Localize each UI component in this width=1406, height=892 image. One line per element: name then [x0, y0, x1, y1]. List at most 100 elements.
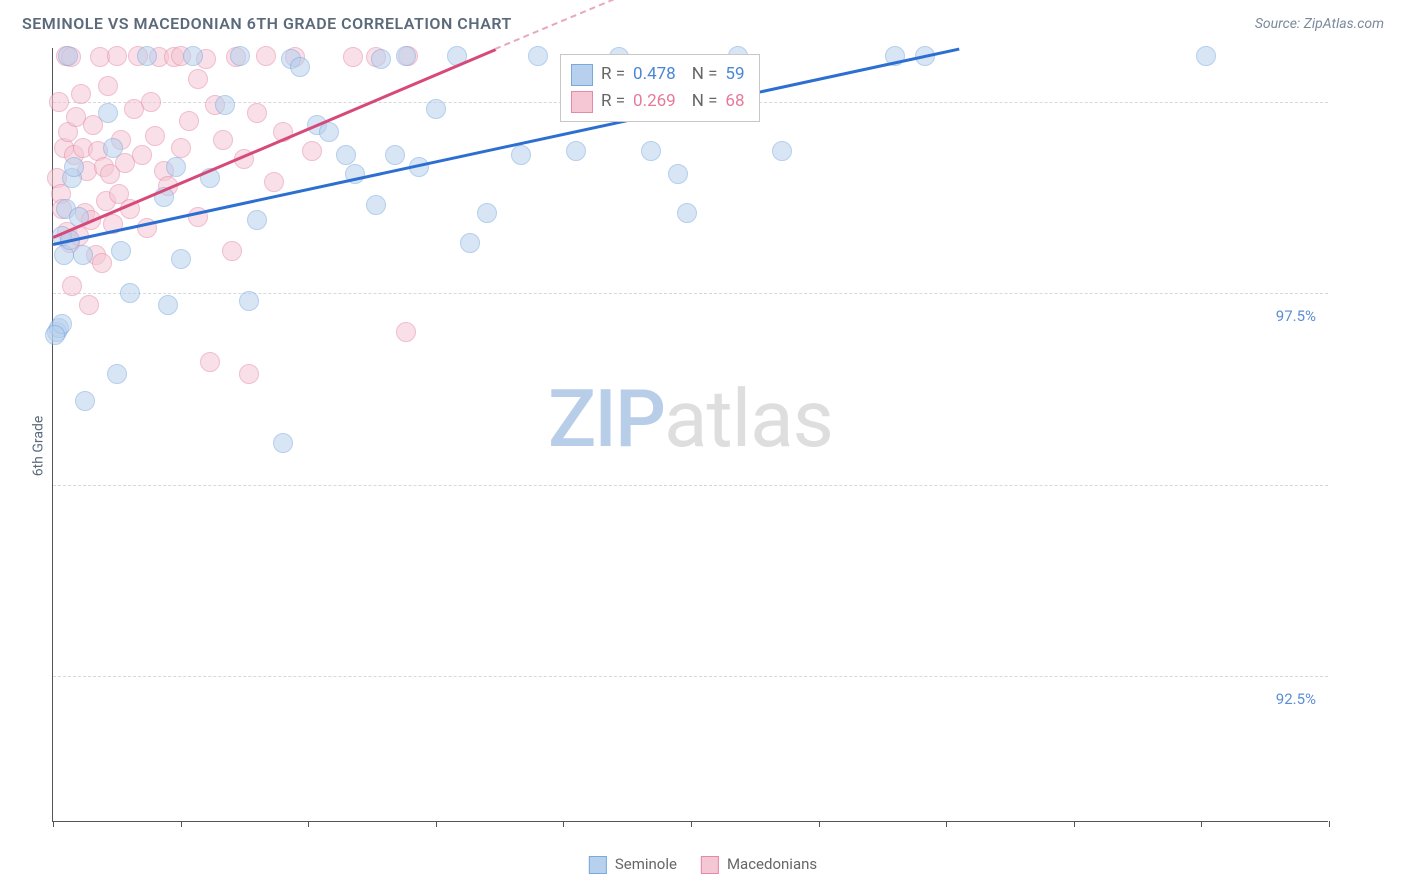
legend-item: Seminole [589, 855, 677, 874]
seminole-point [460, 233, 480, 253]
y-axis-label: 6th Grade [30, 416, 46, 477]
y-tick-label: 92.5% [1276, 690, 1316, 708]
seminole-point [566, 141, 586, 161]
legend-swatch [571, 64, 593, 86]
seminole-point [107, 364, 127, 384]
r-label: R = [601, 61, 625, 88]
seminole-point [336, 145, 356, 165]
seminole-point [371, 49, 391, 69]
macedonians-point [179, 111, 199, 131]
source-label: Source: ZipAtlas.com [1255, 16, 1384, 32]
legend-swatch [571, 91, 593, 113]
legend-row: R = 0.478 N = 59 [571, 61, 745, 88]
macedonians-point [213, 130, 233, 150]
seminole-point [98, 103, 118, 123]
watermark: ZIPatlas [548, 372, 833, 466]
seminole-point [239, 291, 259, 311]
macedonians-point [343, 47, 363, 67]
header: SEMINOLE VS MACEDONIAN 6TH GRADE CORRELA… [22, 14, 1384, 33]
seminole-point [120, 283, 140, 303]
seminole-point [528, 46, 548, 66]
macedonians-point [132, 145, 152, 165]
seminole-point [641, 141, 661, 161]
seminole-point [64, 157, 84, 177]
x-tick [1201, 821, 1202, 827]
legend-item: Macedonians [701, 855, 817, 874]
seminole-point [183, 46, 203, 66]
macedonians-point [107, 46, 127, 66]
series-legend: Seminole Macedonians [589, 855, 817, 874]
gridline [53, 676, 1328, 677]
r-value: 0.269 [633, 88, 676, 115]
x-tick [563, 821, 564, 827]
seminole-point [477, 203, 497, 223]
seminole-point [75, 391, 95, 411]
seminole-point [230, 46, 250, 66]
n-value: 68 [725, 88, 744, 115]
x-tick [436, 821, 437, 827]
x-tick [1329, 821, 1330, 827]
chart-container: SEMINOLE VS MACEDONIAN 6TH GRADE CORRELA… [0, 0, 1406, 892]
x-tick [819, 821, 820, 827]
seminole-point [73, 245, 93, 265]
macedonians-point [256, 46, 276, 66]
macedonians-point [49, 92, 69, 112]
seminole-point [111, 241, 131, 261]
x-tick [946, 821, 947, 827]
seminole-point [103, 138, 123, 158]
watermark-atlas: atlas [664, 372, 833, 466]
seminole-point [366, 195, 386, 215]
seminole-point [385, 145, 405, 165]
n-label: N = [692, 88, 718, 115]
macedonians-point [92, 253, 112, 273]
macedonians-point [247, 103, 267, 123]
seminole-point [290, 57, 310, 77]
x-tick [691, 821, 692, 827]
macedonians-point [171, 138, 191, 158]
x-tick [181, 821, 182, 827]
x-tick [308, 821, 309, 827]
legend-row: R = 0.269 N = 68 [571, 88, 745, 115]
macedonians-point [188, 69, 208, 89]
macedonians-point [222, 241, 242, 261]
macedonians-point [141, 92, 161, 112]
r-label: R = [601, 88, 625, 115]
r-value: 0.478 [633, 61, 676, 88]
n-value: 59 [725, 61, 744, 88]
legend-label: Macedonians [727, 855, 817, 873]
macedonians-point [264, 172, 284, 192]
n-label: N = [692, 61, 718, 88]
seminole-point [45, 325, 65, 345]
y-tick-label: 97.5% [1276, 307, 1316, 325]
macedonians-point [239, 364, 259, 384]
seminole-point [247, 210, 267, 230]
seminole-point [273, 433, 293, 453]
seminole-point [668, 164, 688, 184]
seminole-point [137, 46, 157, 66]
stats-legend: R = 0.478 N = 59 R = 0.269 N = 68 [560, 54, 760, 122]
seminole-point [171, 249, 191, 269]
seminole-point [158, 295, 178, 315]
macedonians-point [396, 322, 416, 342]
seminole-point [319, 122, 339, 142]
chart-title: SEMINOLE VS MACEDONIAN 6TH GRADE CORRELA… [22, 14, 512, 33]
legend-swatch [589, 856, 607, 874]
seminole-point [426, 99, 446, 119]
macedonians-point [302, 141, 322, 161]
macedonians-point [62, 276, 82, 296]
seminole-point [396, 46, 416, 66]
legend-swatch [701, 856, 719, 874]
macedonians-point [200, 352, 220, 372]
macedonians-point [98, 76, 118, 96]
seminole-point [772, 141, 792, 161]
seminole-point [511, 145, 531, 165]
macedonians-point [71, 84, 91, 104]
watermark-zip: ZIP [548, 372, 664, 466]
seminole-point [1196, 46, 1216, 66]
x-tick [1074, 821, 1075, 827]
macedonians-point [145, 126, 165, 146]
seminole-point [677, 203, 697, 223]
legend-label: Seminole [615, 855, 677, 873]
seminole-point [58, 46, 78, 66]
gridline [53, 485, 1328, 486]
